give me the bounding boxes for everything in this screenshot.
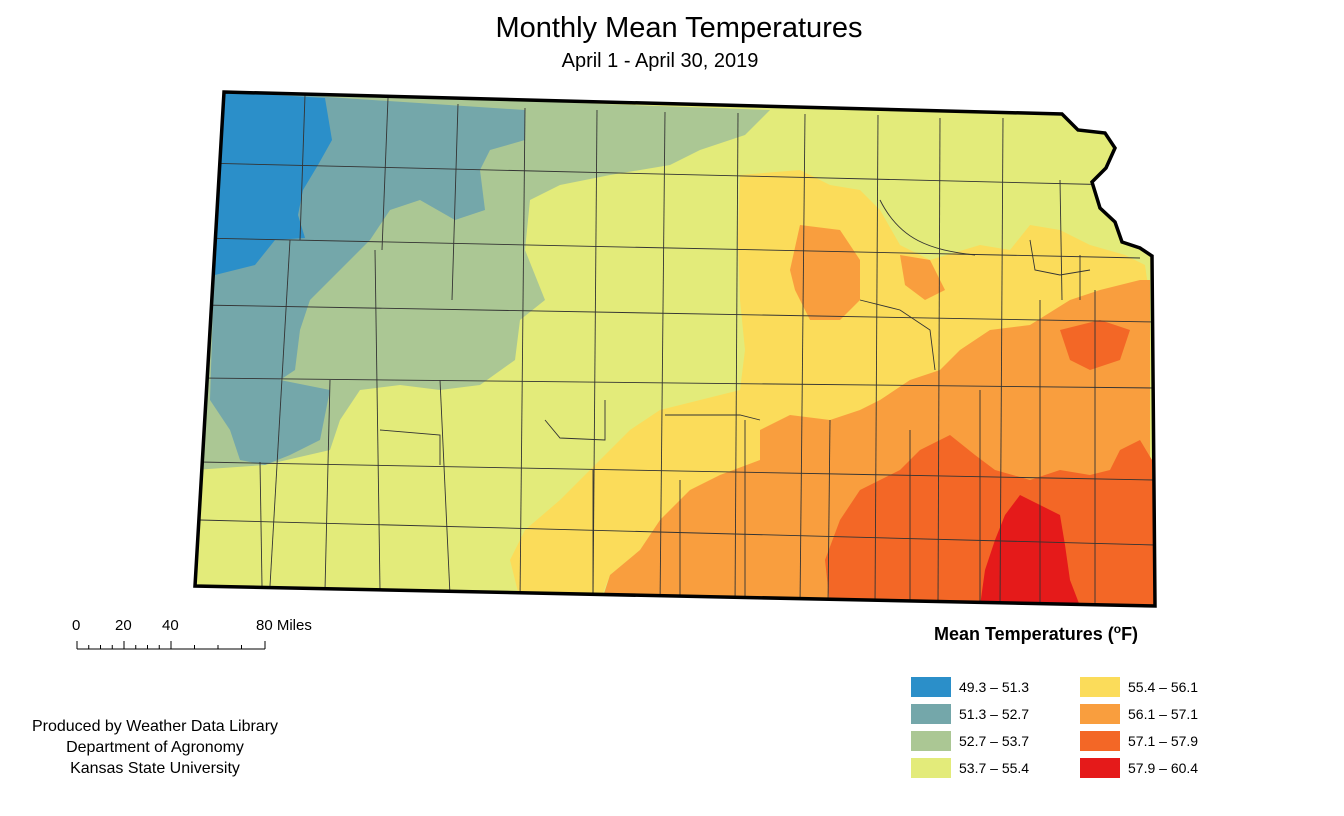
- legend-swatch: [1080, 731, 1120, 751]
- legend-swatch: [1080, 704, 1120, 724]
- legend-swatch: [1080, 758, 1120, 778]
- legend-label: 53.7 – 55.4: [959, 760, 1030, 776]
- legend-label: 56.1 – 57.1: [1128, 706, 1199, 722]
- legend-title: Mean Temperatures (oF): [934, 622, 1138, 645]
- scale-bar: [76, 641, 266, 650]
- credit-line: Produced by Weather Data Library: [31, 718, 279, 735]
- credit-line: Kansas State University: [70, 760, 240, 777]
- legend-degree-sup: o: [1113, 622, 1122, 636]
- legend-unit-text: F): [1121, 624, 1139, 644]
- scale-tick-label: 0: [72, 617, 81, 634]
- zone-49.3-51.3: [215, 92, 332, 275]
- legend-swatch: [911, 677, 951, 697]
- scale-tick-label: 40: [162, 617, 179, 634]
- kansas-state-border: [193, 90, 1157, 608]
- legend-label: 52.7 – 53.7: [959, 733, 1030, 749]
- credit-line: Department of Agronomy: [66, 739, 244, 756]
- legend-label: 49.3 – 51.3: [959, 679, 1030, 695]
- legend-swatch: [911, 758, 951, 778]
- county-boundaries: [199, 94, 1155, 606]
- legend-title-text: Mean Temperatures (: [934, 624, 1114, 644]
- legend-label: 51.3 – 52.7: [959, 706, 1030, 722]
- legend-swatch: [911, 704, 951, 724]
- zone-57.1-57.9: [825, 320, 1155, 606]
- legend-swatch: [911, 731, 951, 751]
- scale-tick-label: 20: [115, 617, 132, 634]
- legend-label: 55.4 – 56.1: [1128, 679, 1199, 695]
- scale-tick-label: 80 Miles: [256, 617, 312, 634]
- legend-label: 57.1 – 57.9: [1128, 733, 1199, 749]
- map-subtitle: April 1 - April 30, 2019: [561, 50, 759, 72]
- legend-swatch: [1080, 677, 1120, 697]
- credits: Produced by Weather Data Library Departm…: [30, 716, 280, 779]
- legend-label: 57.9 – 60.4: [1128, 760, 1199, 776]
- zone-57.9-60.4: [980, 495, 1080, 606]
- map-title: Monthly Mean Temperatures: [495, 12, 863, 44]
